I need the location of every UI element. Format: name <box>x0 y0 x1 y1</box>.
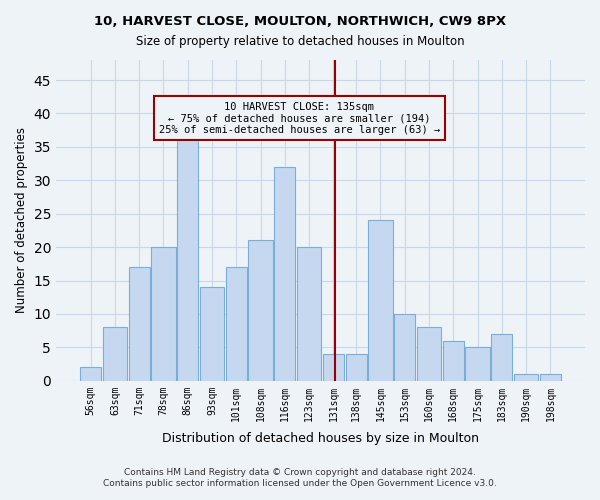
Bar <box>80 368 101 381</box>
Bar <box>466 348 490 381</box>
Bar <box>274 167 295 381</box>
Bar <box>443 340 464 381</box>
Bar <box>323 354 344 381</box>
Text: Contains HM Land Registry data © Crown copyright and database right 2024.
Contai: Contains HM Land Registry data © Crown c… <box>103 468 497 487</box>
Bar <box>151 247 176 381</box>
Bar <box>297 247 322 381</box>
Bar <box>177 107 198 381</box>
Bar <box>103 328 127 381</box>
Bar <box>514 374 538 381</box>
Bar <box>368 220 392 381</box>
Bar <box>248 240 273 381</box>
Bar <box>491 334 512 381</box>
Bar <box>346 354 367 381</box>
Bar <box>226 267 247 381</box>
Text: 10 HARVEST CLOSE: 135sqm
← 75% of detached houses are smaller (194)
25% of semi-: 10 HARVEST CLOSE: 135sqm ← 75% of detach… <box>159 102 440 135</box>
Bar <box>540 374 561 381</box>
Text: Size of property relative to detached houses in Moulton: Size of property relative to detached ho… <box>136 35 464 48</box>
Bar <box>394 314 415 381</box>
Text: 10, HARVEST CLOSE, MOULTON, NORTHWICH, CW9 8PX: 10, HARVEST CLOSE, MOULTON, NORTHWICH, C… <box>94 15 506 28</box>
Bar <box>200 287 224 381</box>
Y-axis label: Number of detached properties: Number of detached properties <box>15 128 28 314</box>
X-axis label: Distribution of detached houses by size in Moulton: Distribution of detached houses by size … <box>162 432 479 445</box>
Bar <box>417 328 441 381</box>
Bar <box>128 267 150 381</box>
